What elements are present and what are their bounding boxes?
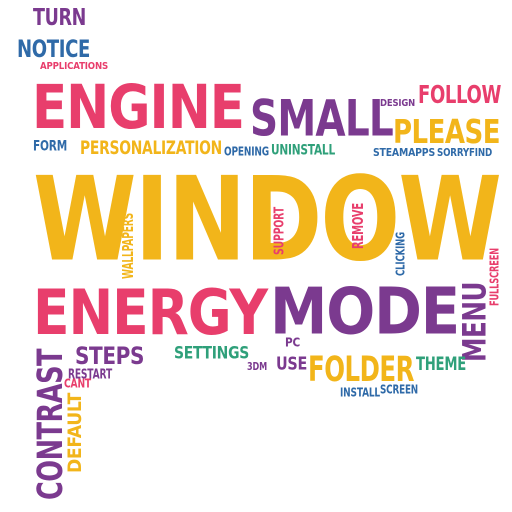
word-engine: ENGINE <box>32 71 245 143</box>
word-use: USE <box>276 353 307 375</box>
word-clicking: CLICKING <box>393 232 408 276</box>
word-notice: NOTICE <box>17 35 90 64</box>
word-small: SMALL <box>250 89 394 148</box>
word-folder: FOLDER <box>308 348 414 390</box>
word-design: DESIGN <box>380 96 415 109</box>
word-remove: REMOVE <box>350 203 368 249</box>
word-cant: CANT <box>64 376 91 391</box>
word-pc: PC <box>285 335 300 350</box>
word-default: DEFAULT <box>63 393 86 473</box>
word-opening: OPENING <box>224 144 269 159</box>
word-window: WINDOW <box>33 152 502 288</box>
word-theme: THEME <box>416 352 466 375</box>
word-follow: FOLLOW <box>418 80 501 110</box>
word-mode: MODE <box>270 274 460 349</box>
word-form: FORM <box>33 138 67 155</box>
word-settings: SETTINGS <box>174 343 249 364</box>
word-install: INSTALL <box>340 385 380 400</box>
word-support: SUPPORT <box>271 207 287 255</box>
word-menu: MENU <box>456 282 494 362</box>
word-uninstall: UNINSTALL <box>271 142 335 159</box>
word-wallpapers: WALLPAPERS <box>120 213 138 279</box>
word-personalization: PERSONALIZATION <box>80 136 222 159</box>
word-screen: SCREEN <box>380 382 418 397</box>
word-turn: TURN <box>33 3 86 31</box>
word-please: PLEASE <box>393 112 501 152</box>
word-steps: STEPS <box>75 342 144 371</box>
word-steamapps: STEAMAPPS <box>373 146 435 160</box>
word-sorryfind: SORRYFIND <box>437 146 492 160</box>
word-3dm: 3DM <box>247 360 267 374</box>
word-restart: RESTART <box>68 366 112 382</box>
word-energy: ENERGY <box>33 277 268 350</box>
word-applications: APPLICATIONS <box>40 59 108 72</box>
